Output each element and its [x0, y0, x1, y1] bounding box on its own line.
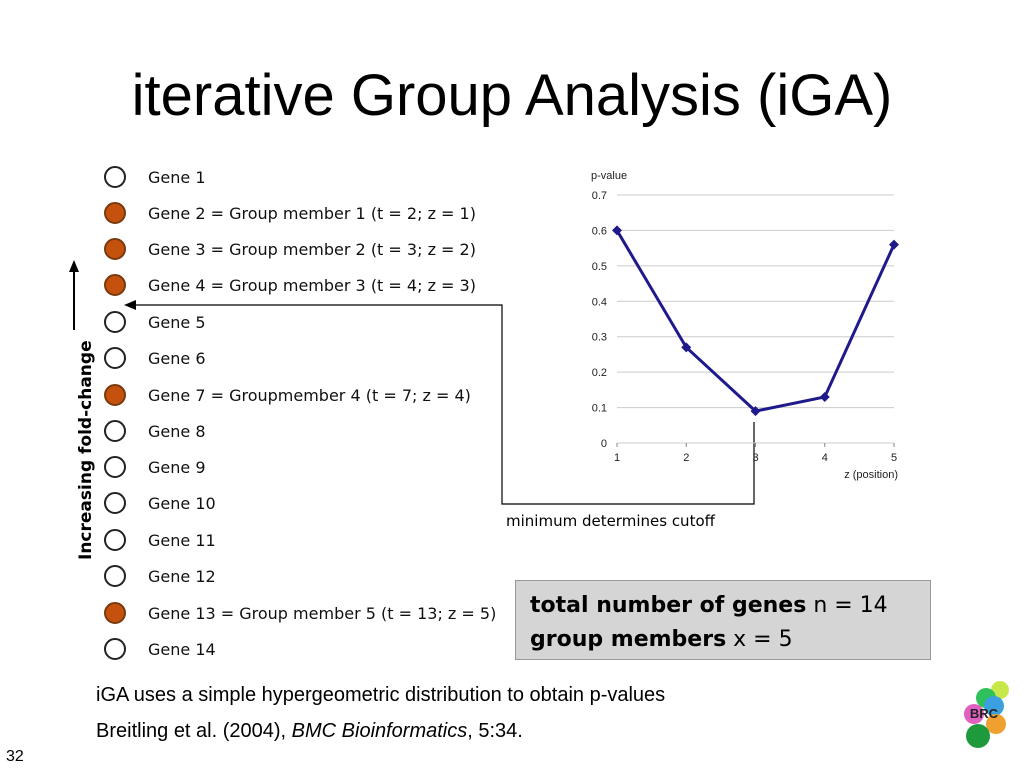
gene-circle: [104, 420, 126, 442]
summary-total-label: total number of genes: [530, 593, 807, 618]
summary-box: total number of genes n = 14 group membe…: [515, 580, 931, 660]
caption-volume: , 5:34.: [467, 720, 523, 742]
summary-members-value: x = 5: [733, 627, 793, 652]
logo-text: BRC: [970, 706, 999, 721]
gene-label: Gene 11: [148, 530, 216, 550]
series-line: [615, 229, 896, 413]
y-tick-label: 0.1: [592, 403, 607, 415]
summary-total-value: n = 14: [813, 593, 888, 618]
y-tick-label: 0.6: [592, 225, 607, 237]
gene-row: Gene 10: [104, 488, 216, 518]
data-point: [819, 391, 830, 402]
gene-label: Gene 4 = Group member 3 (t = 4; z = 3): [148, 275, 476, 295]
gene-label: Gene 1: [148, 167, 206, 187]
data-point: [750, 406, 761, 417]
gene-circle: [104, 529, 126, 551]
y-tick-label: 0.5: [592, 261, 607, 273]
gene-circle: [104, 565, 126, 587]
gene-label: Gene 13 = Group member 5 (t = 13; z = 5): [148, 603, 497, 623]
gene-row: Gene 13 = Group member 5 (t = 13; z = 5): [104, 598, 496, 628]
gene-label: Gene 6: [148, 348, 206, 368]
y-axis-label: p-value: [591, 170, 627, 182]
cutoff-arrow-head: [124, 300, 136, 310]
x-axis-label: z (position): [844, 469, 898, 481]
gene-row: Gene 5: [104, 307, 206, 337]
gene-label: Gene 8: [148, 421, 206, 441]
y-tick-label: 0.2: [592, 367, 607, 379]
gene-circle: [104, 166, 126, 188]
caption-line-1: iGA uses a simple hypergeometric distrib…: [96, 684, 666, 706]
cutoff-label: minimum determines cutoff: [506, 512, 715, 530]
group-member-circle: [104, 384, 126, 406]
gene-circle: [104, 638, 126, 660]
gene-label: Gene 7 = Groupmember 4 (t = 7; z = 4): [148, 385, 471, 405]
x-tick-label: 1: [614, 452, 620, 464]
gene-row: Gene 3 = Group member 2 (t = 3; z = 2): [104, 234, 476, 264]
gene-label: Gene 3 = Group member 2 (t = 3; z = 2): [148, 239, 476, 259]
gene-row: Gene 6: [104, 343, 206, 373]
x-tick-label: 3: [752, 452, 758, 464]
gene-label: Gene 14: [148, 639, 216, 659]
x-tick-label: 5: [891, 452, 897, 464]
gene-row: Gene 8: [104, 416, 206, 446]
gene-row: Gene 2 = Group member 1 (t = 2; z = 1): [104, 198, 476, 228]
data-point: [681, 342, 692, 353]
y-tick-label: 0.4: [592, 296, 607, 308]
page-number: 32: [6, 748, 24, 765]
fold-change-arrow-head: [69, 260, 79, 272]
gene-label: Gene 9: [148, 457, 206, 477]
x-tick-label: 2: [683, 452, 689, 464]
slide-title: iterative Group Analysis (iGA): [131, 63, 893, 128]
gene-row: Gene 4 = Group member 3 (t = 4; z = 3): [104, 270, 476, 300]
data-point: [889, 239, 899, 250]
y-tick-label: 0.3: [592, 332, 607, 344]
gene-label: Gene 10: [148, 493, 216, 513]
gene-label: Gene 2 = Group member 1 (t = 2; z = 1): [148, 203, 476, 223]
gene-row: Gene 1: [104, 162, 206, 192]
gene-label: Gene 5: [148, 312, 206, 332]
y-tick-label: 0: [601, 438, 607, 450]
y-tick-label: 0.7: [592, 190, 607, 202]
pvalue-chart: 0 0.1 0.2 0.3 0.4 0.5 0.6 0.7 1 2 3 4 5 p-value z (pos…: [591, 170, 899, 481]
caption-journal: BMC Bioinformatics: [291, 720, 468, 742]
x-tick-label: 4: [822, 452, 828, 464]
summary-members-label: group members: [530, 627, 727, 652]
summary-total-row: total number of genes n = 14: [530, 589, 916, 623]
brc-logo: BRC: [964, 681, 1009, 748]
group-member-circle: [104, 274, 126, 296]
data-point: [612, 225, 622, 236]
group-member-circle: [104, 238, 126, 260]
gene-circle: [104, 456, 126, 478]
gene-row: Gene 9: [104, 452, 206, 482]
group-member-circle: [104, 202, 126, 224]
group-member-circle: [104, 602, 126, 624]
summary-members-row: group members x = 5: [530, 623, 916, 657]
gene-circle: [104, 311, 126, 333]
gene-row: Gene 7 = Groupmember 4 (t = 7; z = 4): [104, 380, 471, 410]
gene-label: Gene 12: [148, 566, 216, 586]
gene-row: Gene 11: [104, 525, 216, 555]
gene-row: Gene 12: [104, 561, 216, 591]
cutoff-connector-line: [134, 304, 755, 505]
gene-row: Gene 14: [104, 634, 216, 664]
caption-line-2: Breitling et al. (2004), BMC Bioinformat…: [96, 720, 523, 743]
caption-authors: Breitling et al. (2004),: [96, 720, 292, 742]
gene-circle: [104, 492, 126, 514]
gene-circle: [104, 347, 126, 369]
